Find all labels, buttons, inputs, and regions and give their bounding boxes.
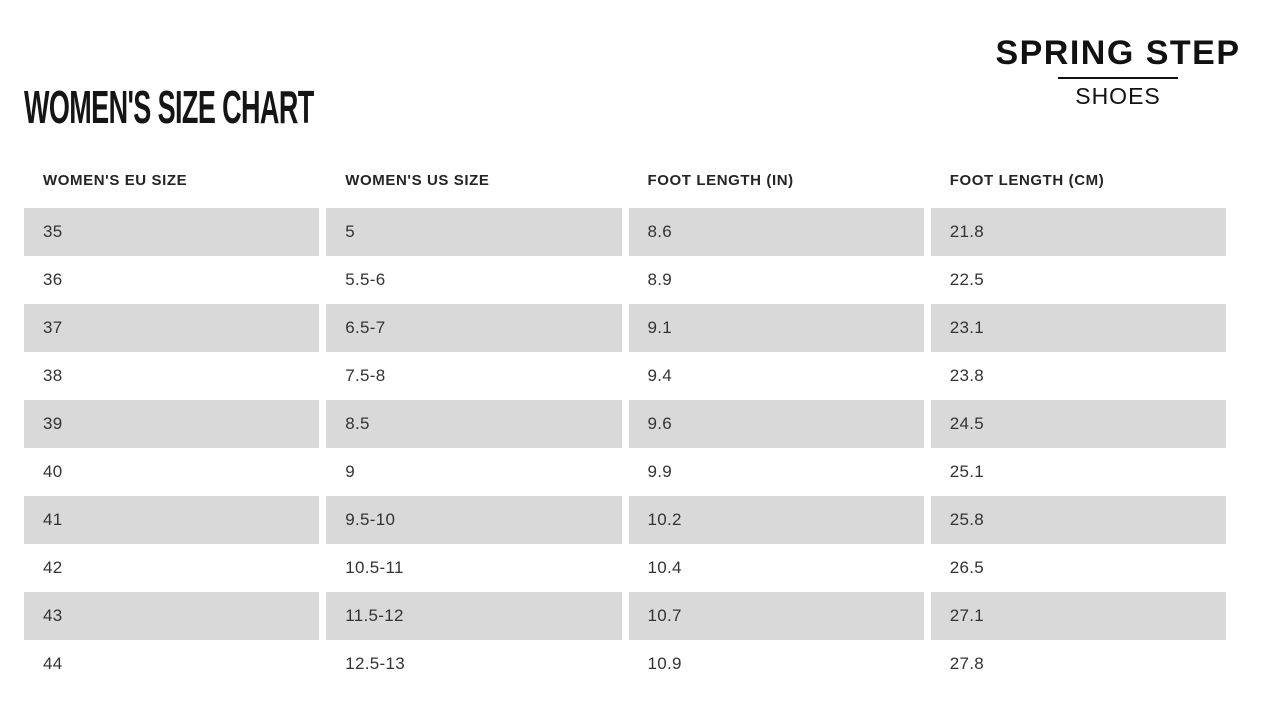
column-header: WOMEN'S US SIZE — [345, 172, 490, 189]
table-cell: 25.8 — [930, 496, 1226, 544]
table-cell: 9.5-10 — [326, 496, 622, 544]
page-title: WOMEN'S SIZE CHART — [24, 80, 314, 133]
size-chart-table: WOMEN'S EU SIZE WOMEN'S US SIZE FOOT LENGT… — [24, 170, 1226, 688]
table-row: 37 6.5-7 9.1 23.1 — [24, 304, 1226, 352]
table-cell: 35 — [24, 208, 320, 256]
table-cell: 43 — [24, 592, 320, 640]
column-header: WOMEN'S EU SIZE — [43, 172, 188, 189]
table-cell: 10.4 — [628, 544, 924, 592]
table-cell: 5 — [326, 208, 622, 256]
table-cell: 5.5-6 — [326, 256, 622, 304]
column-header: FOOT LENGTH (CM) — [949, 172, 1105, 189]
table-cell: 26.5 — [930, 544, 1226, 592]
table-cell: 9.6 — [628, 400, 924, 448]
table-cell: 38 — [24, 352, 320, 400]
table-cell: 9 — [326, 448, 622, 496]
table-cell: 10.9 — [628, 640, 924, 688]
table-cell: 10.5-11 — [326, 544, 622, 592]
table-cell: 21.8 — [930, 208, 1226, 256]
table-cell: 39 — [24, 400, 320, 448]
table-cell: 6.5-7 — [326, 304, 622, 352]
table-row: 40 9 9.9 25.1 — [24, 448, 1226, 496]
brand-logo: SPRING STEP SHOES — [992, 34, 1244, 108]
table-row: 38 7.5-8 9.4 23.8 — [24, 352, 1226, 400]
table-row: 39 8.5 9.6 24.5 — [24, 400, 1226, 448]
table-row: 36 5.5-6 8.9 22.5 — [24, 256, 1226, 304]
table-cell: 11.5-12 — [326, 592, 622, 640]
table-cell: 40 — [24, 448, 320, 496]
table-cell: 37 — [24, 304, 320, 352]
table-cell: 24.5 — [930, 400, 1226, 448]
table-cell: 27.8 — [930, 640, 1226, 688]
size-chart-header: WOMEN'S EU SIZE WOMEN'S US SIZE FOOT LENGT… — [24, 170, 1226, 192]
table-cell: 8.5 — [326, 400, 622, 448]
table-row: 42 10.5-11 10.4 26.5 — [24, 544, 1226, 592]
table-row: 41 9.5-10 10.2 25.8 — [24, 496, 1226, 544]
table-row: 43 11.5-12 10.7 27.1 — [24, 592, 1226, 640]
table-row: 44 12.5-13 10.9 27.8 — [24, 640, 1226, 688]
table-cell: 25.1 — [930, 448, 1226, 496]
table-cell: 12.5-13 — [326, 640, 622, 688]
brand-tagline: SHOES — [1075, 83, 1161, 109]
table-cell: 41 — [24, 496, 320, 544]
logo-divider-line — [1058, 77, 1178, 79]
size-chart-body: 35 5 8.6 21.8 36 5.5-6 8.9 22.5 37 6.5-7 9.1 23.1 38… — [24, 208, 1226, 688]
table-cell: 9.1 — [628, 304, 924, 352]
table-cell: 36 — [24, 256, 320, 304]
table-cell: 23.1 — [930, 304, 1226, 352]
table-cell: 8.6 — [628, 208, 924, 256]
brand-name: SPRING STEP — [995, 34, 1241, 72]
table-cell: 44 — [24, 640, 320, 688]
table-cell: 10.7 — [628, 592, 924, 640]
table-cell: 22.5 — [930, 256, 1226, 304]
table-cell: 9.4 — [628, 352, 924, 400]
table-cell: 9.9 — [628, 448, 924, 496]
table-cell: 8.9 — [628, 256, 924, 304]
table-cell: 42 — [24, 544, 320, 592]
table-cell: 23.8 — [930, 352, 1226, 400]
table-cell: 27.1 — [930, 592, 1226, 640]
table-cell: 7.5-8 — [326, 352, 622, 400]
table-row: 35 5 8.6 21.8 — [24, 208, 1226, 256]
column-header: FOOT LENGTH (IN) — [647, 172, 794, 189]
table-cell: 10.2 — [628, 496, 924, 544]
